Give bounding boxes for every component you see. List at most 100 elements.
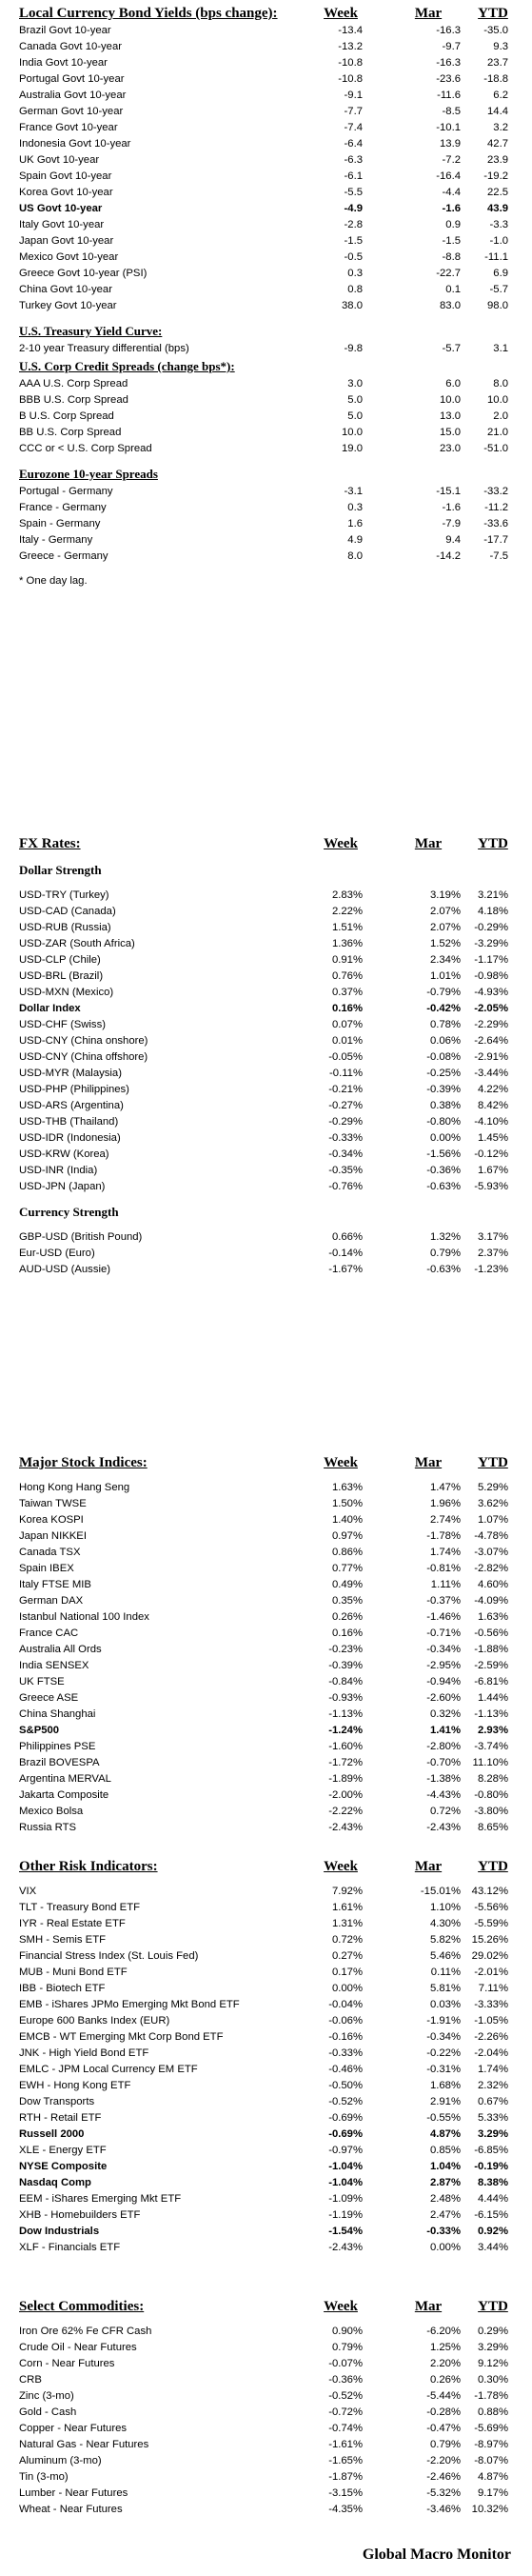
row-label: IBB - Biotech ETF	[19, 1983, 106, 1994]
week-value: 1.51%	[331, 922, 363, 933]
mar-value: -1.46%	[426, 1611, 461, 1623]
week-value: -13.2	[338, 41, 363, 52]
table-row: BB U.S. Corp Spread 10.0 15.0 21.0	[0, 425, 532, 441]
table-row: Brazil BOVESPA -1.72% -0.70% 11.10%	[0, 1755, 532, 1771]
week-value: 0.35%	[331, 1595, 363, 1607]
week-value: -0.33%	[328, 1132, 363, 1144]
table-row: US Govt 10-year -4.9 -1.6 43.9	[0, 201, 532, 217]
week-value: -1.13%	[328, 1708, 363, 1720]
ytd-value: 3.21%	[477, 889, 508, 901]
column-header-ytd: YTD	[478, 1455, 508, 1470]
mar-value: -2.46%	[426, 2471, 461, 2483]
table-row: Tin (3-mo) -1.87% -2.46% 4.87%	[0, 2469, 532, 2486]
mar-value: -16.3	[436, 57, 461, 69]
table-row: IBB - Biotech ETF 0.00% 5.81% 7.11%	[0, 1981, 532, 1997]
mar-value: 13.9	[440, 138, 461, 150]
week-value: -1.65%	[328, 2455, 363, 2466]
ytd-value: 0.92%	[477, 2226, 508, 2237]
table-row: B U.S. Corp Spread 5.0 13.0 2.0	[0, 409, 532, 425]
table-row: Japan NIKKEI 0.97% -1.78% -4.78%	[0, 1528, 532, 1545]
table-row: BBB U.S. Corp Spread 5.0 10.0 10.0	[0, 392, 532, 409]
row-label: IYR - Real Estate ETF	[19, 1918, 126, 1929]
table-row: Greece Govt 10-year (PSI) 0.3 -22.7 6.9	[0, 266, 532, 282]
table-row: Turkey Govt 10-year 38.0 83.0 98.0	[0, 298, 532, 314]
mar-value: -0.80%	[426, 1116, 461, 1128]
week-value: -0.39%	[328, 1660, 363, 1671]
ytd-value: -1.0	[489, 235, 508, 247]
week-value: 0.17%	[331, 1967, 363, 1978]
table-row: France - Germany 0.3 -1.6 -11.2	[0, 500, 532, 516]
mar-value: 4.30%	[429, 1918, 461, 1929]
table-row: Zinc (3-mo) -0.52% -5.44% -1.78%	[0, 2388, 532, 2405]
table-row: Copper - Near Futures -0.74% -0.47% -5.69%	[0, 2421, 532, 2437]
ytd-value: -0.56%	[474, 1627, 508, 1639]
mar-value: -4.4	[442, 187, 461, 198]
row-label: Europe 600 Banks Index (EUR)	[19, 2015, 170, 2027]
row-label: Korea Govt 10-year	[19, 187, 113, 198]
table-row: CCC or < U.S. Corp Spread 19.0 23.0 -51.0	[0, 441, 532, 457]
week-value: -1.04%	[328, 2177, 363, 2188]
table-row: China Govt 10-year 0.8 0.1 -5.7	[0, 282, 532, 298]
ytd-value: 42.7	[487, 138, 508, 150]
mar-value: -0.71%	[426, 1627, 461, 1639]
week-value: -4.9	[344, 203, 363, 214]
week-value: -0.21%	[328, 1084, 363, 1095]
ytd-value: -5.7	[489, 284, 508, 295]
table-row: Crude Oil - Near Futures 0.79% 1.25% 3.29%	[0, 2340, 532, 2356]
table-row: EEM - iShares Emerging Mkt ETF -1.09% 2.48…	[0, 2191, 532, 2207]
section-title: Major Stock Indices:	[19, 1455, 148, 1470]
week-value: -1.61%	[328, 2439, 363, 2450]
ytd-value: 22.5	[487, 187, 508, 198]
week-value: 0.79%	[331, 2342, 363, 2353]
mar-value: 2.20%	[429, 2358, 461, 2369]
ytd-value: 1.45%	[477, 1132, 508, 1144]
ytd-value: -2.26%	[474, 2031, 508, 2043]
week-value: 0.3	[347, 502, 363, 513]
row-label: UK FTSE	[19, 1676, 65, 1687]
mar-value: 5.46%	[429, 1950, 461, 1962]
ytd-value: 2.93%	[477, 1725, 508, 1736]
row-label: Japan Govt 10-year	[19, 235, 114, 247]
week-value: 0.66%	[331, 1231, 363, 1243]
week-value: 0.86%	[331, 1547, 363, 1558]
week-value: 0.16%	[331, 1003, 363, 1014]
row-label: USD-TRY (Turkey)	[19, 889, 109, 901]
row-label: VIX	[19, 1886, 37, 1897]
week-value: 8.0	[347, 550, 363, 562]
week-value: -1.87%	[328, 2471, 363, 2483]
row-label: USD-CNY (China offshore)	[19, 1051, 148, 1063]
table-row: Gold - Cash -0.72% -0.28% 0.88%	[0, 2405, 532, 2421]
ytd-value: -1.05%	[474, 2015, 508, 2027]
row-label: Italy FTSE MIB	[19, 1579, 91, 1590]
week-value: -0.27%	[328, 1100, 363, 1111]
mar-value: -16.4	[436, 170, 461, 182]
ytd-value: 4.60%	[477, 1579, 508, 1590]
table-row: USD-INR (India) -0.35% -0.36% 1.67%	[0, 1163, 532, 1179]
column-header-mar: Mar	[414, 1859, 443, 1874]
ytd-value: -3.74%	[474, 1741, 508, 1752]
table-row: Philippines PSE -1.60% -2.80% -3.74%	[0, 1739, 532, 1755]
ytd-value: -4.09%	[474, 1595, 508, 1607]
row-label: India Govt 10-year	[19, 57, 108, 69]
week-value: 1.40%	[331, 1514, 363, 1526]
week-value: 3.0	[347, 378, 363, 389]
mar-value: 0.00%	[429, 1132, 461, 1144]
table-row: Dow Transports -0.52% 2.91% 0.67%	[0, 2094, 532, 2110]
week-value: 0.91%	[331, 954, 363, 966]
column-header-ytd: YTD	[478, 6, 508, 21]
row-label: Nasdaq Comp	[19, 2177, 91, 2188]
mar-value: 0.9	[445, 219, 461, 230]
mar-value: 0.78%	[429, 1019, 461, 1030]
ytd-value: -35.0	[483, 25, 508, 36]
row-label: Zinc (3-mo)	[19, 2390, 74, 2402]
row-label: NYSE Composite	[19, 2161, 108, 2172]
table-row: USD-CLP (Chile) 0.91% 2.34% -1.17%	[0, 952, 532, 968]
ytd-value: -4.93%	[474, 987, 508, 998]
row-label: MUB - Muni Bond ETF	[19, 1967, 128, 1978]
ytd-value: -2.64%	[474, 1035, 508, 1047]
table-row: Korea Govt 10-year -5.5 -4.4 22.5	[0, 185, 532, 201]
table-row: SMH - Semis ETF 0.72% 5.82% 15.26%	[0, 1932, 532, 1948]
section-title: Other Risk Indicators:	[19, 1859, 158, 1874]
week-value: -5.5	[344, 187, 363, 198]
week-value: 19.0	[342, 443, 363, 454]
